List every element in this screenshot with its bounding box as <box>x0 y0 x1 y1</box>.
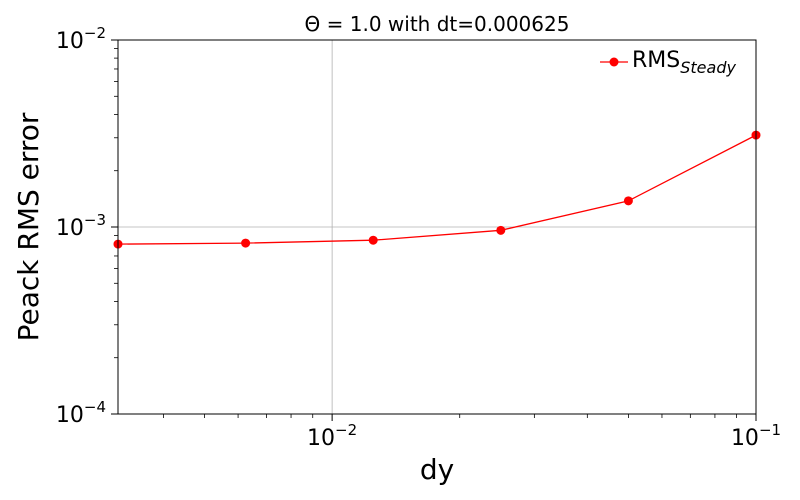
y-tick-label-exponent: −3 <box>84 211 106 229</box>
tick-labels: 10−2 10−110−410−310−2 <box>56 24 781 451</box>
y-tick-label-exponent: −4 <box>84 398 106 416</box>
grid-lines <box>118 39 757 415</box>
data-point <box>368 235 378 245</box>
legend-marker <box>609 57 619 67</box>
y-axis-label: Peack RMS error <box>12 112 45 341</box>
plot-frame <box>117 39 757 415</box>
y-tick-label-base: 10 <box>56 403 84 428</box>
legend: RMSSteady <box>600 48 736 77</box>
x-tick-label-exponent: −1 <box>759 421 781 439</box>
x-tick-label-base: 10 <box>731 426 759 451</box>
minor-ticks <box>114 48 738 418</box>
y-tick-label-base: 10 <box>56 29 84 54</box>
data-point <box>623 196 633 206</box>
x-tick-label-exponent: −2 <box>335 421 357 439</box>
legend-label-main: RMS <box>632 48 680 73</box>
y-tick-label: 10−3 <box>56 211 106 241</box>
series-line <box>117 134 757 245</box>
data-point <box>241 238 251 248</box>
y-tick-label: 10−2 <box>56 24 106 54</box>
data-point <box>496 225 506 235</box>
y-tick-label-base: 10 <box>56 216 84 241</box>
y-tick-label: 10−4 <box>56 398 106 428</box>
y-tick-label-exponent: −2 <box>84 24 106 42</box>
major-ticks <box>111 39 757 421</box>
x-tick-label-base: 10 <box>307 426 335 451</box>
series-layer <box>113 130 761 249</box>
x-tick-label: 10−2 <box>307 421 357 451</box>
x-tick-label: 10−1 <box>731 421 781 451</box>
x-axis-label: dy <box>420 453 454 486</box>
chart-title: Θ = 1.0 with dt=0.000625 <box>305 12 570 36</box>
legend-label-subscript: Steady <box>680 58 736 77</box>
legend-label: RMSSteady <box>632 48 736 77</box>
